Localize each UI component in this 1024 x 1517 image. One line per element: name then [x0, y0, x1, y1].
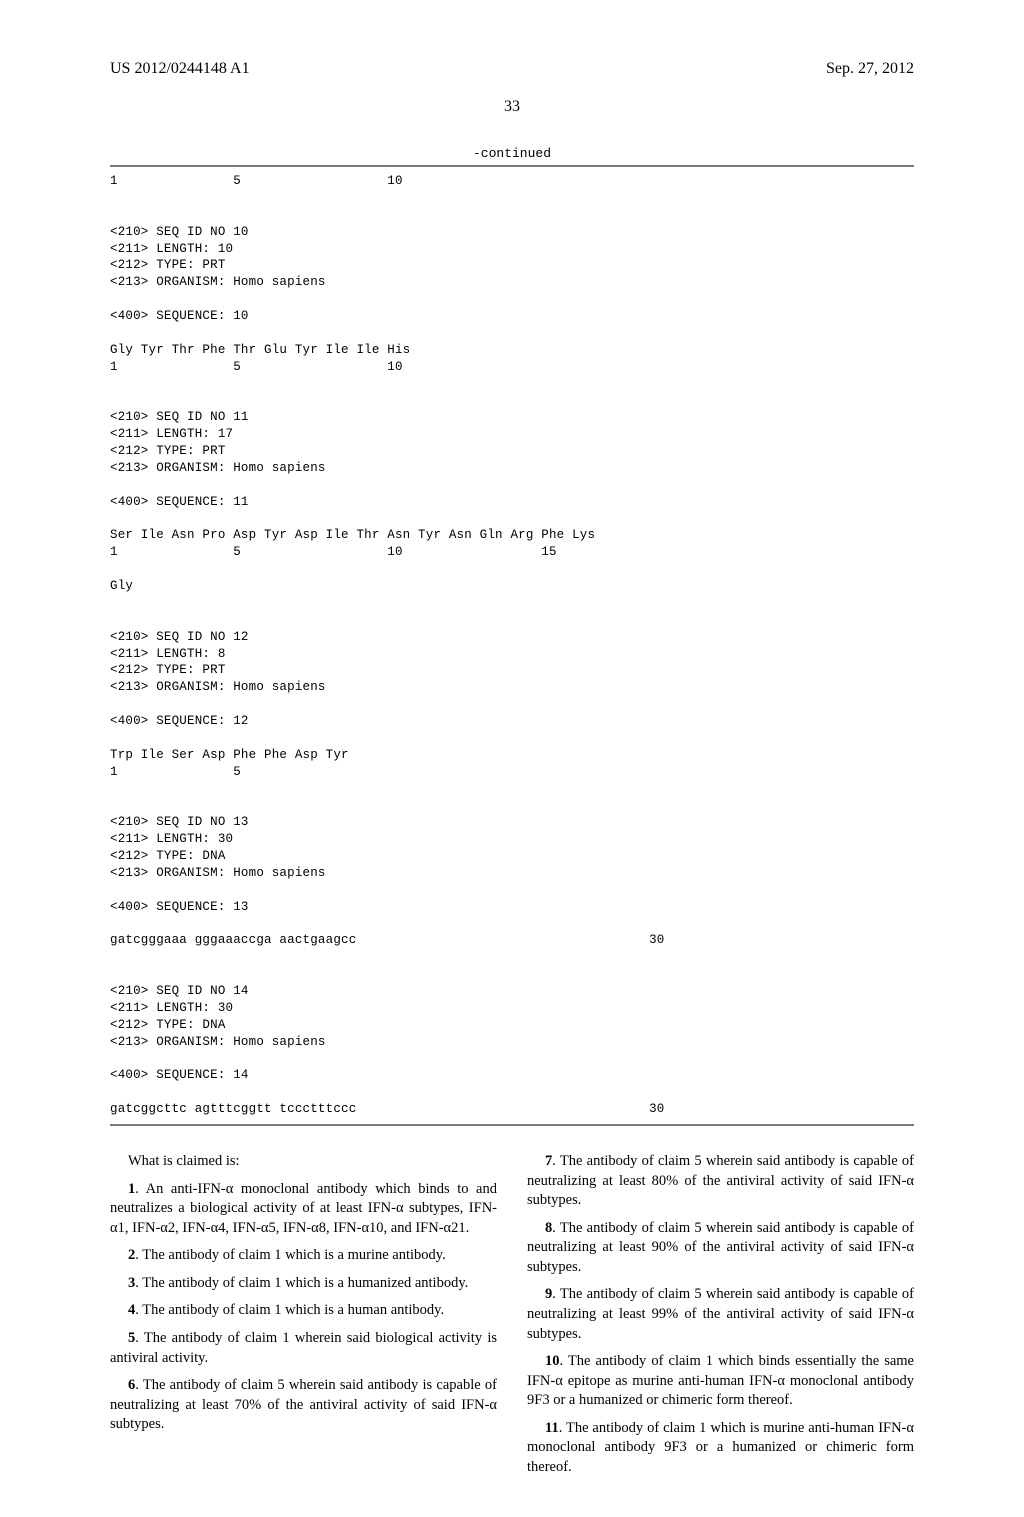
- patent-page: US 2012/0244148 A1 Sep. 27, 2012 33 -con…: [0, 0, 1024, 1517]
- claim-text: . The antibody of claim 5 wherein said a…: [527, 1286, 914, 1341]
- claim-text: . The antibody of claim 1 which is a hum…: [135, 1302, 444, 1318]
- page-number: 33: [110, 98, 914, 116]
- claim-text: . The antibody of claim 5 wherein said a…: [527, 1153, 914, 1208]
- claim-text: . The antibody of claim 1 which is a mur…: [135, 1247, 445, 1263]
- claim-text: . The antibody of claim 1 which is a hum…: [135, 1275, 468, 1291]
- claim-text: . The antibody of claim 5 wherein said a…: [527, 1220, 914, 1275]
- publication-date: Sep. 27, 2012: [826, 60, 914, 78]
- claim-6: 6. The antibody of claim 5 wherein said …: [110, 1376, 497, 1435]
- claim-11: 11. The antibody of claim 1 which is mur…: [527, 1419, 914, 1478]
- claim-number: 5: [128, 1330, 135, 1346]
- claim-2: 2. The antibody of claim 1 which is a mu…: [110, 1246, 497, 1266]
- claim-number: 11: [545, 1420, 559, 1436]
- claim-10: 10. The antibody of claim 1 which binds …: [527, 1352, 914, 1411]
- claim-1: 1. An anti-IFN-α monoclonal antibody whi…: [110, 1180, 497, 1239]
- claim-number: 10: [545, 1353, 560, 1369]
- claims-section: What is claimed is: 1. An anti-IFN-α mon…: [110, 1152, 914, 1477]
- claim-5: 5. The antibody of claim 1 wherein said …: [110, 1329, 497, 1368]
- claim-7: 7. The antibody of claim 5 wherein said …: [527, 1152, 914, 1211]
- claims-intro: What is claimed is:: [110, 1152, 497, 1172]
- claim-number: 6: [128, 1377, 135, 1393]
- claim-text: . The antibody of claim 1 which is murin…: [527, 1420, 914, 1475]
- claim-4: 4. The antibody of claim 1 which is a hu…: [110, 1301, 497, 1321]
- publication-number: US 2012/0244148 A1: [110, 60, 250, 78]
- page-header: US 2012/0244148 A1 Sep. 27, 2012: [110, 60, 914, 78]
- claim-text: . The antibody of claim 5 wherein said a…: [110, 1377, 497, 1432]
- claim-text: . An anti-IFN-α monoclonal antibody whic…: [110, 1181, 497, 1236]
- claim-8: 8. The antibody of claim 5 wherein said …: [527, 1219, 914, 1278]
- claim-3: 3. The antibody of claim 1 which is a hu…: [110, 1274, 497, 1294]
- continued-label: -continued: [110, 146, 914, 161]
- claim-9: 9. The antibody of claim 5 wherein said …: [527, 1285, 914, 1344]
- claim-text: . The antibody of claim 1 wherein said b…: [110, 1330, 497, 1366]
- claim-text: . The antibody of claim 1 which binds es…: [527, 1353, 914, 1408]
- sequence-listing: 1 5 10 <210> SEQ ID NO 10 <211> LENGTH: …: [110, 165, 914, 1126]
